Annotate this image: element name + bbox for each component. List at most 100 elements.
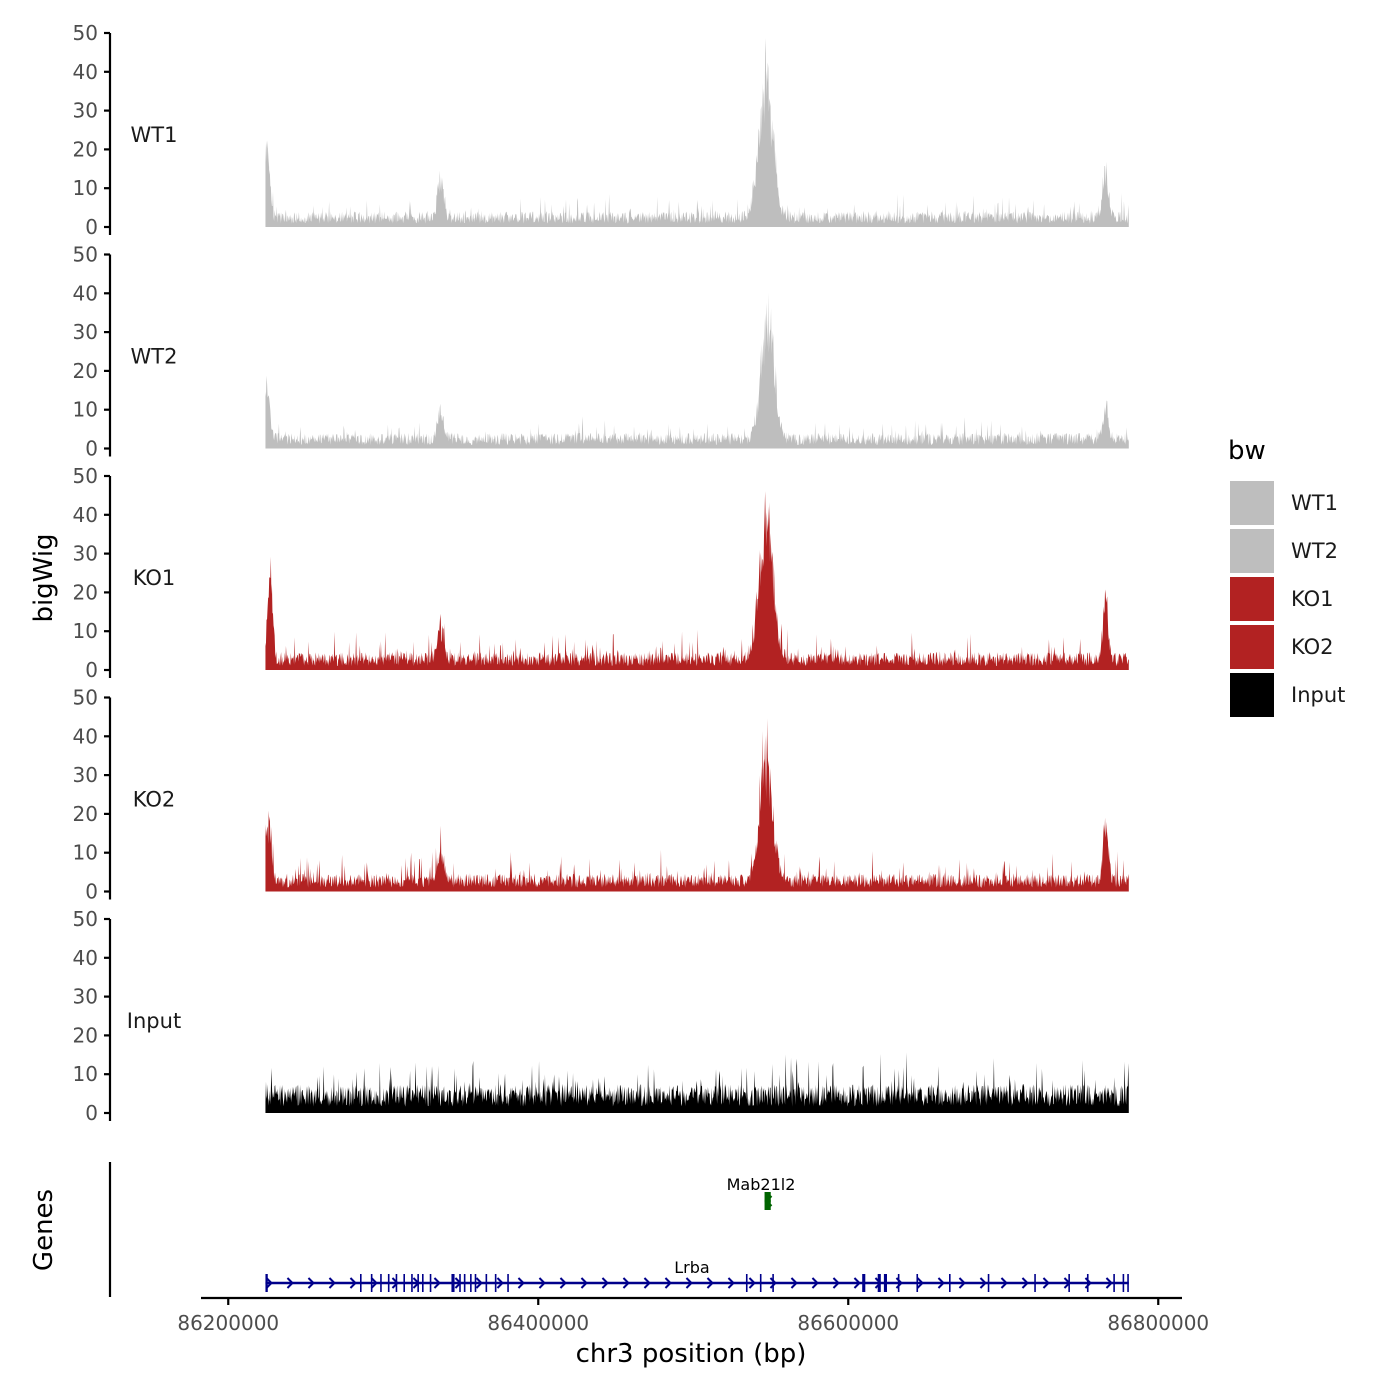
y-tick-label: 50 xyxy=(73,907,98,931)
y-tick-label: 10 xyxy=(73,619,98,643)
y-tick-label: 0 xyxy=(85,880,98,904)
y-tick-label: 20 xyxy=(73,137,98,161)
exon xyxy=(987,1274,990,1292)
legend-label-input: Input xyxy=(1291,683,1345,707)
x-tick-label: 86200000 xyxy=(177,1311,279,1335)
exon xyxy=(380,1274,382,1292)
y-axis-title: bigWig xyxy=(29,533,59,622)
y-tick-label: 40 xyxy=(73,946,98,970)
y-tick-label: 50 xyxy=(73,686,98,710)
strand-arrow xyxy=(538,1277,546,1289)
exon xyxy=(360,1274,362,1292)
exon xyxy=(1034,1274,1036,1292)
y-tick-label: 10 xyxy=(73,398,98,422)
strand-arrow xyxy=(1000,1277,1008,1289)
exon xyxy=(772,1274,774,1292)
y-tick-label: 0 xyxy=(85,1101,98,1125)
x-tick-label: 86800000 xyxy=(1107,1311,1209,1335)
strand-arrow xyxy=(433,1277,441,1289)
exon xyxy=(422,1274,424,1292)
gene-label: Mab21l2 xyxy=(727,1175,796,1194)
y-tick-label: 30 xyxy=(73,763,98,787)
strand-arrow xyxy=(853,1277,861,1289)
y-tick-label: 30 xyxy=(73,99,98,123)
coverage-tracks: 0 10 20 30 40 50 WT1 0 10 20 30 40 50 WT2 0 10 20 30 40 50 K… xyxy=(73,21,1129,1125)
gene-annotation-panel: Mab21l2 Lrba xyxy=(108,1162,1129,1297)
strand-arrow xyxy=(643,1277,651,1289)
y-tick-label: 10 xyxy=(73,841,98,865)
legend: bw WT1 WT2 KO1 KO2 Input xyxy=(1228,436,1345,717)
legend-label-wt1: WT1 xyxy=(1291,491,1338,515)
track-label-input: Input xyxy=(127,1009,181,1033)
strand-arrow xyxy=(790,1277,798,1289)
strand-arrow xyxy=(622,1277,630,1289)
exon xyxy=(474,1274,477,1292)
strand-arrow xyxy=(349,1277,357,1289)
track-ko2: 0 10 20 30 40 50 KO2 xyxy=(73,686,1129,904)
strand-arrow xyxy=(1042,1277,1050,1289)
exon xyxy=(1127,1274,1129,1292)
exon xyxy=(429,1274,432,1292)
gene-label: Lrba xyxy=(674,1258,709,1277)
exon xyxy=(1068,1274,1070,1292)
coverage-area-wt1 xyxy=(265,38,1129,227)
strand-arrow xyxy=(496,1277,504,1289)
strand-arrow xyxy=(937,1277,945,1289)
legend-key-wt2 xyxy=(1230,529,1274,573)
exon xyxy=(1086,1274,1089,1292)
strand-arrow xyxy=(475,1277,483,1289)
strand-arrow xyxy=(664,1277,672,1289)
strand-arrow xyxy=(370,1277,378,1289)
exon xyxy=(759,1274,762,1292)
legend-key-ko2 xyxy=(1230,625,1274,669)
exon xyxy=(862,1274,866,1292)
strand-arrow xyxy=(1021,1277,1029,1289)
y-tick-label: 10 xyxy=(73,176,98,200)
strand-arrow xyxy=(265,1277,273,1289)
x-axis: 86200000 86400000 86600000 86800000 xyxy=(177,1296,1209,1335)
y-tick-label: 40 xyxy=(73,503,98,527)
y-tick-label: 30 xyxy=(73,320,98,344)
track-ko1: 0 10 20 30 40 50 KO1 xyxy=(73,464,1129,682)
y-tick-label: 10 xyxy=(73,1062,98,1086)
strand-arrow xyxy=(832,1277,840,1289)
exon xyxy=(877,1274,881,1292)
strand-arrow xyxy=(958,1277,966,1289)
strand-arrow xyxy=(391,1277,399,1289)
y-tick-label: 40 xyxy=(73,281,98,305)
strand-arrow xyxy=(601,1277,609,1289)
exon xyxy=(897,1274,900,1292)
exon xyxy=(370,1274,373,1292)
x-axis-title: chr3 position (bp) xyxy=(576,1339,807,1369)
exon xyxy=(387,1274,390,1292)
exon xyxy=(463,1274,466,1292)
y-tick-label: 40 xyxy=(73,60,98,84)
strand-arrow xyxy=(769,1277,777,1289)
exon xyxy=(764,1192,771,1210)
y-tick-label: 50 xyxy=(73,21,98,45)
strand-arrow xyxy=(328,1277,336,1289)
exon xyxy=(883,1274,887,1292)
strand-arrow xyxy=(727,1277,735,1289)
y-tick-label: 30 xyxy=(73,985,98,1009)
strand-arrow xyxy=(286,1277,294,1289)
legend-key-input xyxy=(1230,673,1274,717)
gene-mab21l2: Mab21l2 xyxy=(727,1175,796,1210)
exon xyxy=(470,1274,472,1292)
strand-arrow xyxy=(307,1277,315,1289)
y-tick-label: 30 xyxy=(73,542,98,566)
y-tick-label: 50 xyxy=(73,243,98,267)
legend-label-wt2: WT2 xyxy=(1291,539,1338,563)
y-tick-label: 0 xyxy=(85,658,98,682)
track-label-ko2: KO2 xyxy=(133,788,176,812)
y-tick-label: 20 xyxy=(73,580,98,604)
coverage-area-ko1 xyxy=(265,491,1129,670)
exon xyxy=(395,1274,398,1292)
track-label-ko1: KO1 xyxy=(133,566,176,590)
y-tick-label: 20 xyxy=(73,1023,98,1047)
legend-label-ko1: KO1 xyxy=(1291,587,1334,611)
genes-panel-title: Genes xyxy=(29,1189,59,1271)
coverage-area-ko2 xyxy=(265,718,1129,892)
exon xyxy=(265,1274,268,1292)
legend-label-ko2: KO2 xyxy=(1291,635,1334,659)
